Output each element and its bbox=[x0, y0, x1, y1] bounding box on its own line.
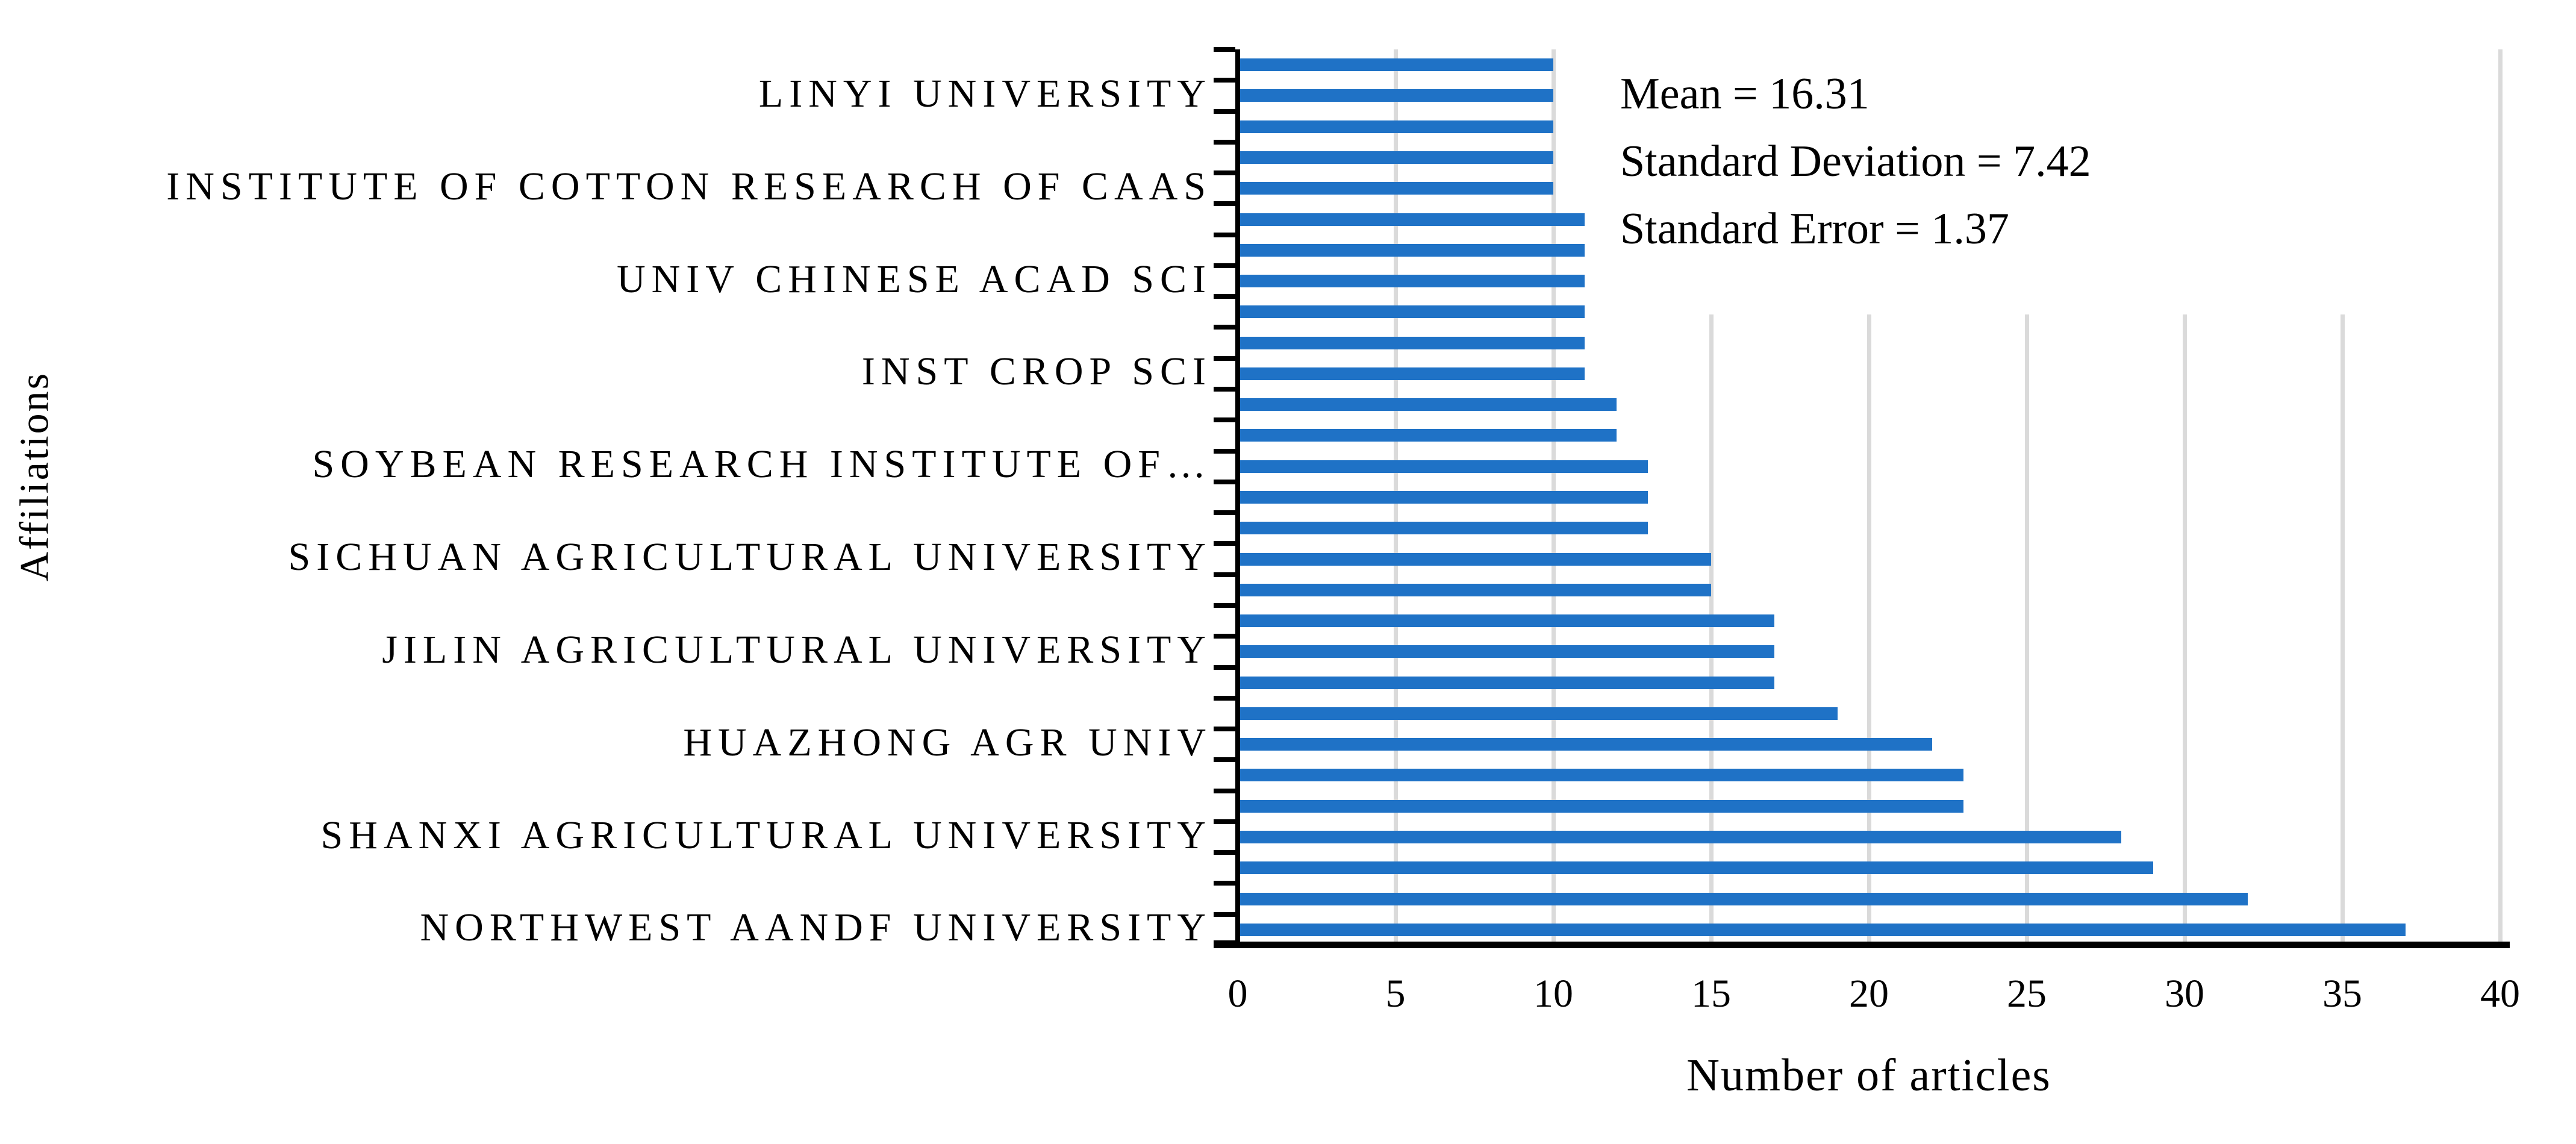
y-axis-tick bbox=[1214, 911, 1235, 917]
y-axis-tick bbox=[1214, 819, 1235, 824]
y-axis-line bbox=[1235, 49, 1240, 948]
bar bbox=[1238, 799, 1964, 813]
y-axis-tick bbox=[1214, 201, 1235, 207]
y-axis-tick bbox=[1214, 881, 1235, 886]
bar bbox=[1238, 120, 1553, 133]
bar bbox=[1238, 336, 1585, 349]
category-label: UNIV CHINESE ACAD SCI bbox=[616, 257, 1212, 301]
x-tick-label-30: 30 bbox=[2165, 972, 2204, 1016]
y-axis-tick bbox=[1214, 78, 1235, 83]
y-axis-tick bbox=[1214, 727, 1235, 732]
stat-standard-deviation: Standard Deviation = 7.42 bbox=[1620, 137, 2091, 186]
bar bbox=[1238, 707, 1838, 720]
bar bbox=[1238, 429, 1617, 442]
bar bbox=[1238, 491, 1648, 504]
y-axis-tick bbox=[1214, 139, 1235, 145]
bar bbox=[1238, 182, 1553, 195]
bar bbox=[1238, 861, 2153, 875]
bar bbox=[1238, 89, 1553, 102]
y-axis-tick bbox=[1214, 664, 1235, 670]
y-axis-tick bbox=[1214, 232, 1235, 237]
plot-area: Mean = 16.31 Standard Deviation = 7.42 S… bbox=[1214, 47, 2510, 948]
bar bbox=[1238, 367, 1585, 380]
y-axis-tick bbox=[1214, 47, 1235, 52]
category-label: JILIN AGRICULTURAL UNIVERSITY bbox=[382, 627, 1212, 672]
x-tick-label-20: 20 bbox=[1849, 972, 1889, 1016]
x-tick-label-10: 10 bbox=[1533, 972, 1573, 1016]
y-axis-tick bbox=[1214, 108, 1235, 114]
gridline-25 bbox=[2024, 49, 2029, 945]
category-label: SHANXI AGRICULTURAL UNIVERSITY bbox=[320, 813, 1212, 857]
category-label: LINYI UNIVERSITY bbox=[758, 71, 1212, 116]
gridline-40 bbox=[2498, 49, 2503, 945]
y-axis-tick bbox=[1214, 541, 1235, 546]
stat-standard-error: Standard Error = 1.37 bbox=[1620, 204, 2009, 254]
bar bbox=[1238, 213, 1585, 226]
y-axis-tick bbox=[1214, 355, 1235, 361]
bar bbox=[1238, 151, 1553, 164]
bar bbox=[1238, 522, 1648, 535]
gridline-15 bbox=[1709, 49, 1714, 945]
y-axis-tick bbox=[1214, 510, 1235, 516]
x-tick-label-25: 25 bbox=[2007, 972, 2047, 1016]
y-axis-tick bbox=[1214, 170, 1235, 176]
x-tick-label-0: 0 bbox=[1227, 972, 1248, 1016]
y-axis-tick bbox=[1214, 850, 1235, 855]
bar bbox=[1238, 243, 1585, 257]
x-axis-title: Number of articles bbox=[1686, 1050, 2051, 1101]
bar bbox=[1238, 892, 2248, 905]
x-tick-label-5: 5 bbox=[1385, 972, 1406, 1016]
y-axis-tick bbox=[1214, 294, 1235, 299]
stats-annotation-box: Mean = 16.31 Standard Deviation = 7.42 S… bbox=[1590, 49, 2472, 314]
bar bbox=[1238, 398, 1617, 411]
bar bbox=[1238, 831, 2122, 844]
x-tick-label-40: 40 bbox=[2480, 972, 2520, 1016]
y-axis-tick bbox=[1214, 263, 1235, 268]
bar bbox=[1238, 58, 1553, 72]
bar bbox=[1238, 645, 1774, 658]
gridline-35 bbox=[2340, 49, 2345, 945]
bar bbox=[1238, 305, 1585, 319]
gridline-20 bbox=[1867, 49, 1871, 945]
bar bbox=[1238, 275, 1585, 288]
gridline-30 bbox=[2182, 49, 2187, 945]
bar bbox=[1238, 676, 1774, 689]
bar bbox=[1238, 769, 1964, 782]
category-label: NORTHWEST AANDF UNIVERSITY bbox=[420, 905, 1212, 950]
stat-mean: Mean = 16.31 bbox=[1620, 69, 1870, 119]
bar bbox=[1238, 460, 1648, 473]
y-axis-title: Affiliations bbox=[11, 371, 57, 582]
y-axis-tick bbox=[1214, 417, 1235, 423]
y-axis-tick bbox=[1214, 757, 1235, 763]
x-tick-label-35: 35 bbox=[2322, 972, 2362, 1016]
category-label: INST CROP SCI bbox=[861, 349, 1212, 394]
bar bbox=[1238, 614, 1774, 628]
y-axis-tick bbox=[1214, 788, 1235, 793]
y-axis-tick bbox=[1214, 448, 1235, 454]
category-label: SICHUAN AGRICULTURAL UNIVERSITY bbox=[288, 535, 1212, 580]
y-axis-tick bbox=[1214, 479, 1235, 484]
category-label: SOYBEAN RESEARCH INSTITUTE OF… bbox=[312, 442, 1212, 487]
category-label: HUAZHONG AGR UNIV bbox=[683, 720, 1212, 764]
y-axis-tick bbox=[1214, 572, 1235, 577]
bar bbox=[1238, 583, 1711, 596]
y-axis-tick bbox=[1214, 634, 1235, 639]
x-tick-label-15: 15 bbox=[1691, 972, 1731, 1016]
x-axis-line bbox=[1214, 942, 2510, 948]
bar bbox=[1238, 552, 1711, 566]
y-axis-tick bbox=[1214, 695, 1235, 701]
y-axis-tick bbox=[1214, 387, 1235, 392]
bar bbox=[1238, 923, 2406, 936]
bar bbox=[1238, 738, 1932, 751]
y-axis-tick bbox=[1214, 325, 1235, 330]
category-label: INSTITUTE OF COTTON RESEARCH OF CAAS bbox=[166, 164, 1212, 208]
y-axis-tick bbox=[1214, 602, 1235, 608]
